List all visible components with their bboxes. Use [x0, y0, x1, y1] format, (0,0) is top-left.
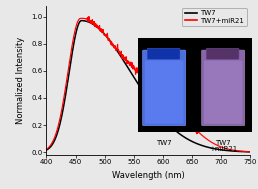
TW7 [181, 135, 184, 137]
TW7+miR21 [249, 151, 252, 153]
FancyBboxPatch shape [147, 48, 180, 60]
TW7 [138, 84, 141, 87]
TW7 [165, 122, 168, 124]
Y-axis label: Normalized Intensity: Normalized Intensity [17, 37, 26, 124]
TW7 [98, 28, 101, 30]
TW7 [80, 19, 83, 22]
TW7+miR21 [87, 15, 91, 18]
FancyBboxPatch shape [145, 60, 183, 124]
TW7 [249, 151, 252, 153]
TW7+miR21 [98, 28, 101, 30]
TW7 [45, 149, 48, 151]
FancyBboxPatch shape [206, 48, 239, 60]
TW7 [81, 19, 84, 22]
TW7+miR21 [181, 115, 184, 117]
Line: TW7: TW7 [46, 21, 250, 152]
Line: TW7+miR21: TW7+miR21 [46, 16, 250, 152]
TW7+miR21 [138, 69, 141, 71]
TW7+miR21 [45, 148, 48, 150]
FancyBboxPatch shape [143, 50, 186, 126]
Text: TW7: TW7 [156, 140, 172, 146]
TW7+miR21 [81, 17, 84, 19]
FancyBboxPatch shape [204, 60, 243, 124]
Legend: TW7, TW7+miR21: TW7, TW7+miR21 [182, 8, 247, 26]
TW7 [199, 144, 202, 146]
Text: TW7
+miR21: TW7 +miR21 [209, 140, 237, 152]
TW7+miR21 [199, 133, 202, 135]
FancyBboxPatch shape [201, 50, 245, 126]
X-axis label: Wavelength (nm): Wavelength (nm) [112, 171, 185, 180]
TW7+miR21 [165, 95, 168, 98]
